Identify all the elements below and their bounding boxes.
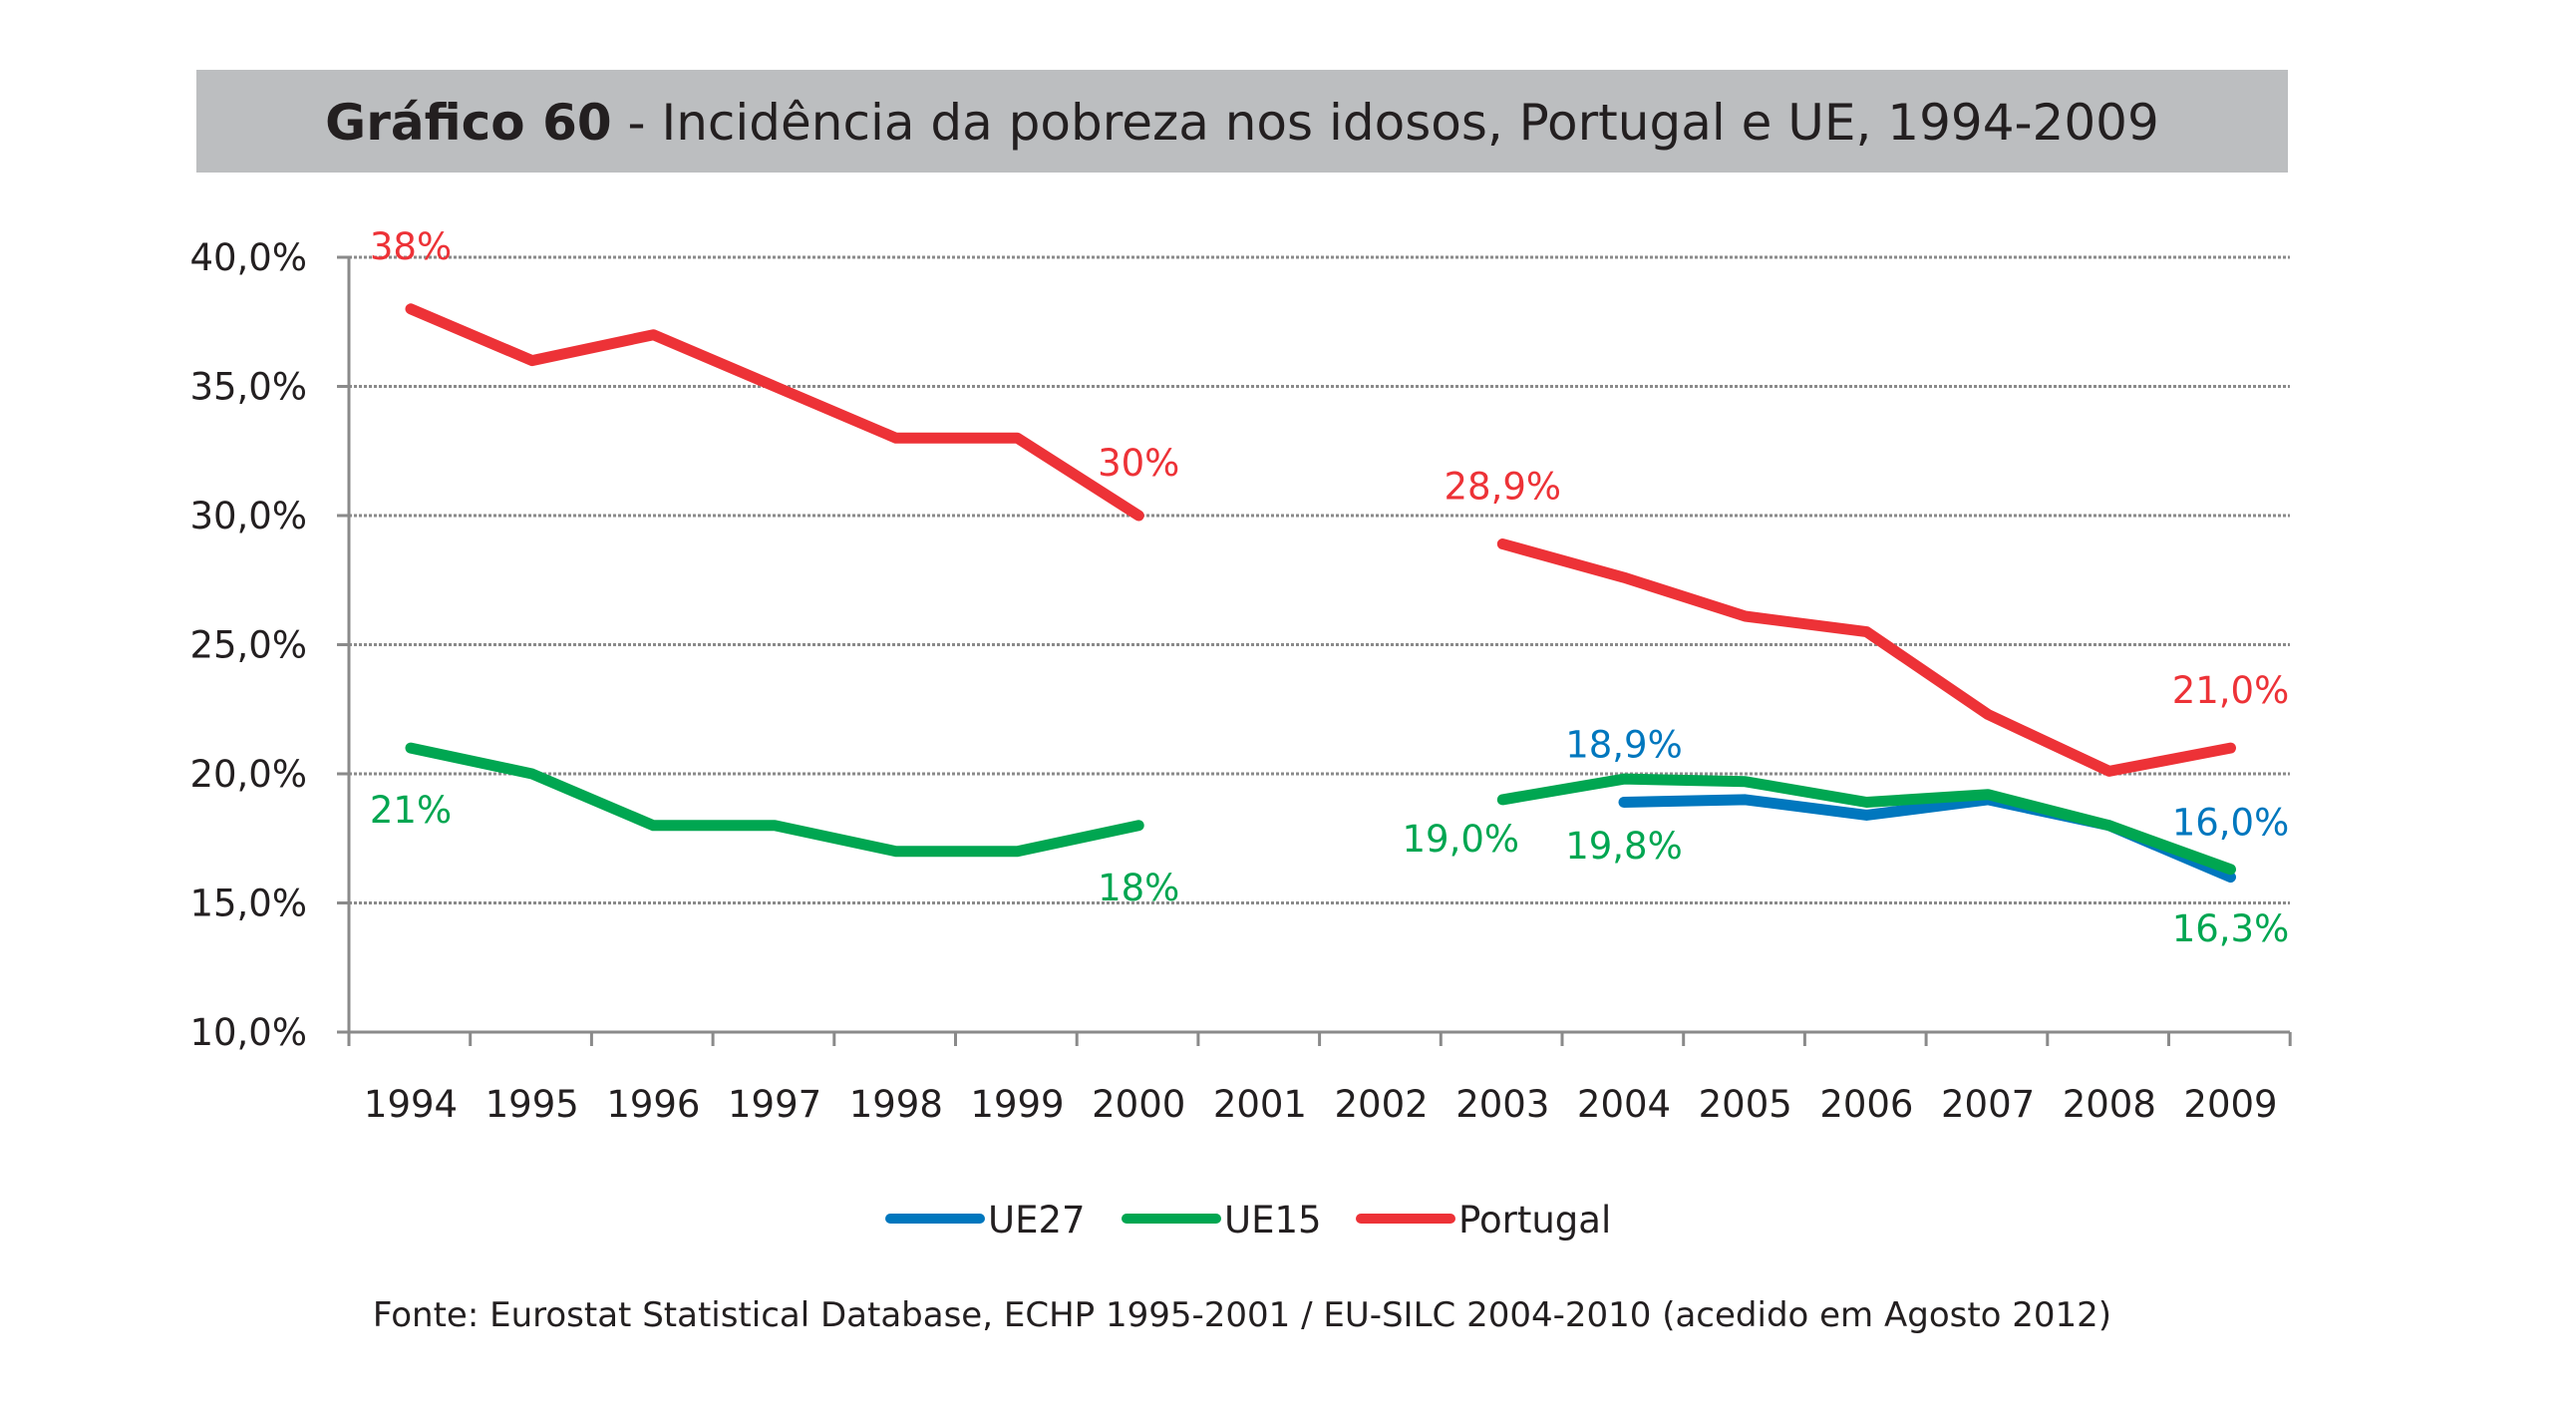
x-tick-label: 2005 <box>1699 1083 1792 1126</box>
data-label: 19,0% <box>1403 818 1520 861</box>
data-label: 16,3% <box>2172 907 2290 950</box>
data-label: 18,9% <box>1565 723 1683 766</box>
series-line-portugal <box>1496 537 2236 777</box>
y-tick-label: 20,0% <box>189 753 307 796</box>
y-tick-label: 10,0% <box>189 1011 307 1054</box>
x-tick-label: 1998 <box>849 1083 943 1126</box>
source-note: Fonte: Eurostat Statistical Database, EC… <box>373 1295 2111 1335</box>
x-tick-label: 2007 <box>1941 1083 2035 1126</box>
data-label: 38% <box>370 225 452 268</box>
x-tick-label: 2006 <box>1819 1083 1913 1126</box>
x-tick-label: 2000 <box>1092 1083 1185 1126</box>
x-tick-label: 1994 <box>364 1083 458 1126</box>
y-tick-label: 30,0% <box>189 495 307 537</box>
y-tick-label: 15,0% <box>189 883 307 925</box>
legend-label-portugal: Portugal <box>1458 1199 1611 1242</box>
data-label: 30% <box>1098 442 1179 485</box>
data-label: 19,8% <box>1565 825 1683 868</box>
x-tick-label: 2009 <box>2183 1083 2277 1126</box>
legend-label-ue15: UE15 <box>1224 1199 1322 1242</box>
x-tick-label: 2004 <box>1577 1083 1671 1126</box>
data-label: 16,0% <box>2172 802 2290 845</box>
legend-label-ue27: UE27 <box>988 1199 1086 1242</box>
x-tick-label: 1996 <box>606 1083 700 1126</box>
x-tick-label: 1997 <box>728 1083 821 1126</box>
series-line-portugal <box>405 303 1144 522</box>
data-label: 21,0% <box>2172 669 2290 712</box>
series-line-ue15 <box>405 742 1144 858</box>
x-tick-label: 1995 <box>485 1083 579 1126</box>
data-label: 28,9% <box>1445 465 1562 508</box>
x-tick-label: 1999 <box>970 1083 1064 1126</box>
y-tick-label: 40,0% <box>189 236 307 279</box>
series-line-ue15 <box>1496 773 2236 876</box>
x-tick-label: 2002 <box>1335 1083 1429 1126</box>
x-tick-label: 2008 <box>2063 1083 2156 1126</box>
chart-title-rest: - Incidência da pobreza nos idosos, Port… <box>612 94 2159 152</box>
x-tick-label: 2003 <box>1455 1083 1549 1126</box>
chart-title: Gráfico 60 - Incidência da pobreza nos i… <box>325 94 2159 152</box>
y-tick-label: 35,0% <box>189 366 307 409</box>
x-tick-label: 2001 <box>1213 1083 1307 1126</box>
y-tick-label: 25,0% <box>189 624 307 667</box>
data-label: 18% <box>1098 867 1179 909</box>
data-label: 21% <box>370 789 452 832</box>
chart-title-bold: Gráfico 60 <box>325 94 611 152</box>
title-band <box>196 70 2288 173</box>
